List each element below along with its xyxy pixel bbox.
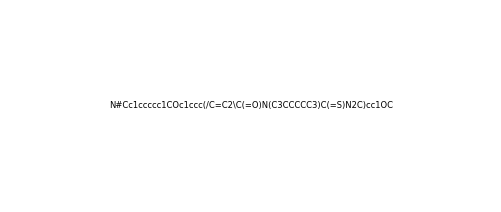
Text: N#Cc1ccccc1COc1ccc(/C=C2\C(=O)N(C3CCCCC3)C(=S)N2C)cc1OC: N#Cc1ccccc1COc1ccc(/C=C2\C(=O)N(C3CCCCC3… (109, 102, 392, 110)
